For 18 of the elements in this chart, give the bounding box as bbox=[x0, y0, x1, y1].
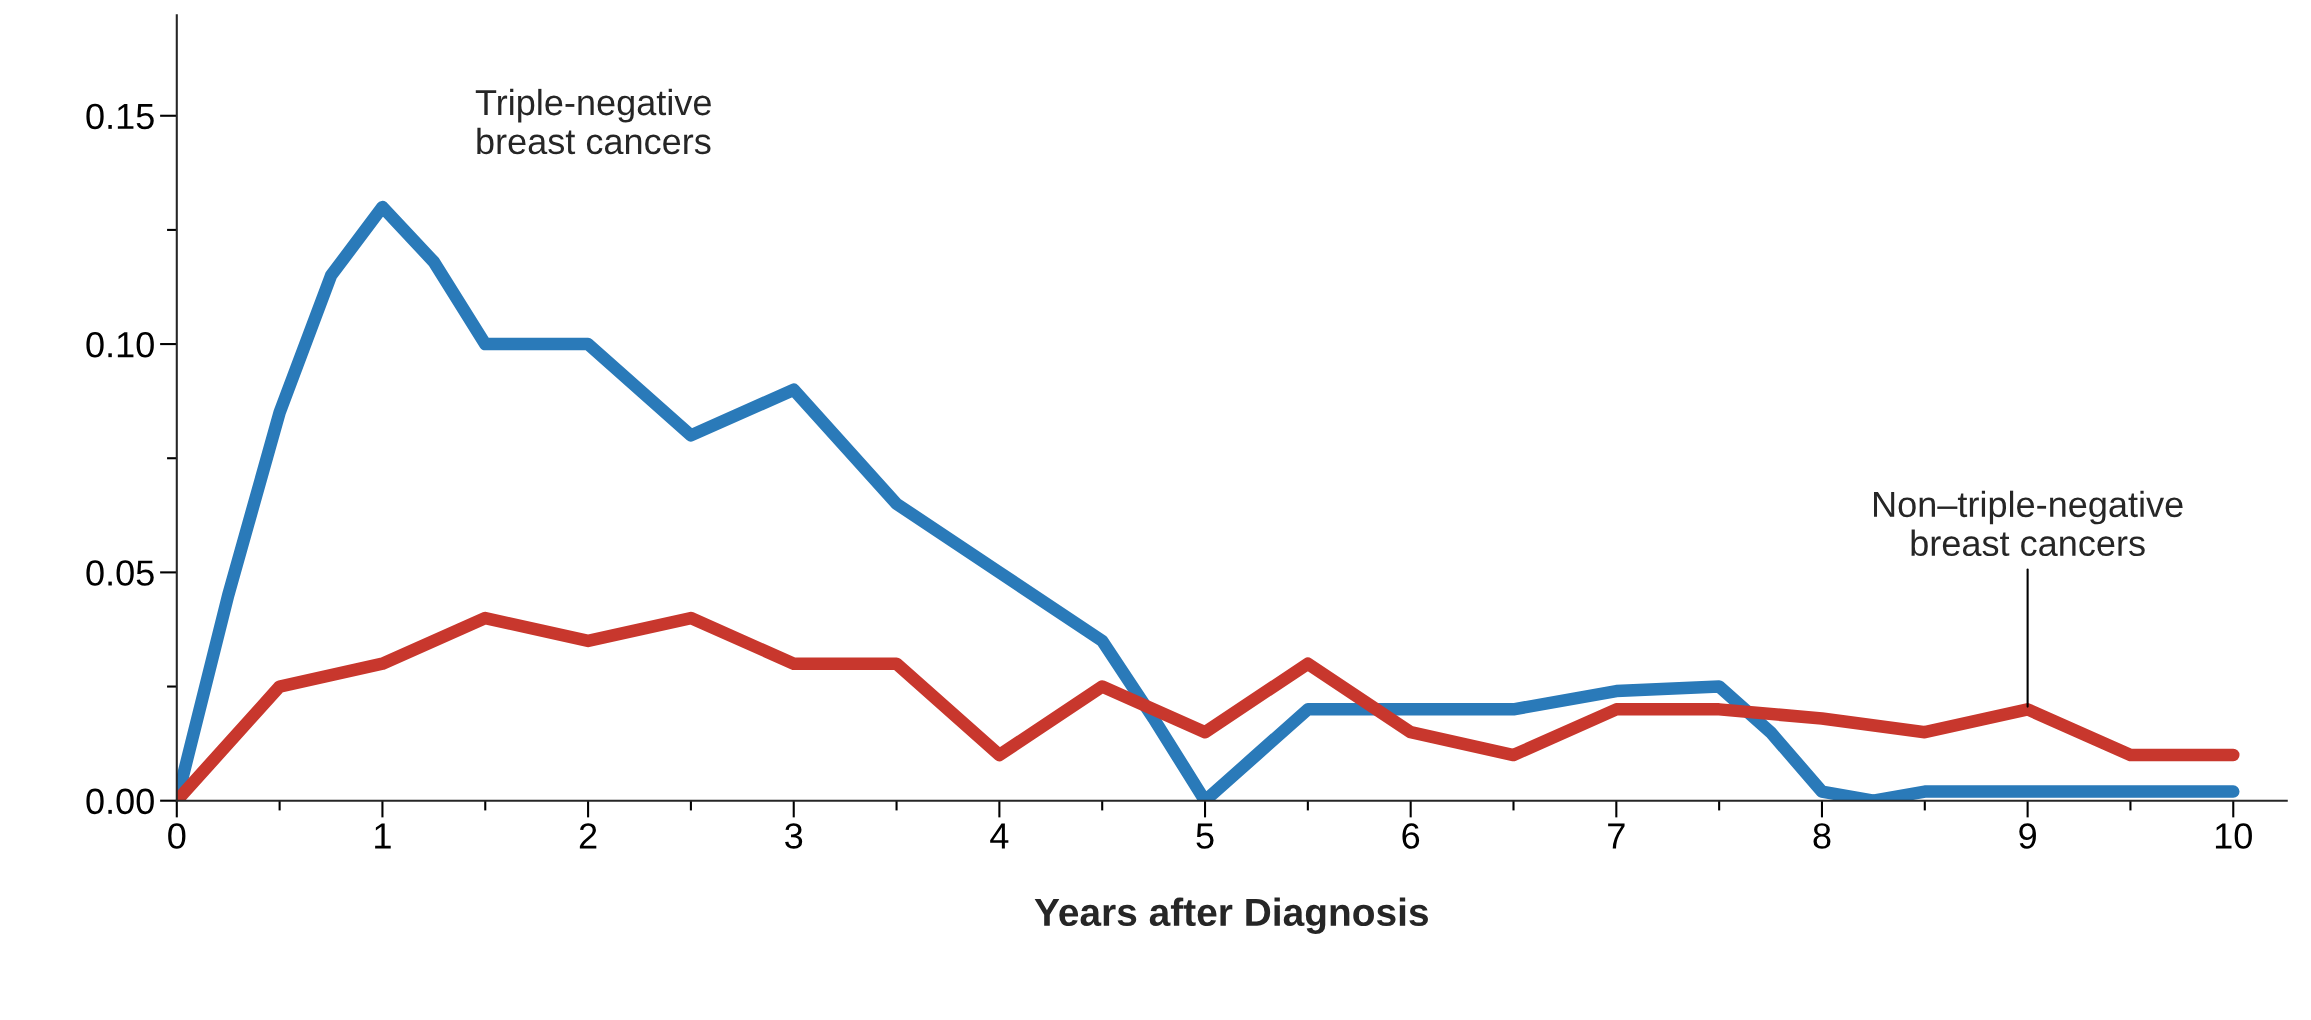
x-tick-label: 0 bbox=[168, 823, 186, 849]
annotation: Triple-negative breast cancers bbox=[475, 88, 711, 155]
x-tick-label: 1 bbox=[375, 823, 391, 849]
y-tick-label: 0.10 bbox=[86, 331, 154, 358]
x-tick-label: 9 bbox=[2019, 823, 2036, 849]
x-tick-label: 7 bbox=[1608, 823, 1625, 849]
x-tick-label: 8 bbox=[1813, 823, 1831, 849]
y-tick-label: 0.05 bbox=[86, 560, 154, 586]
x-tick-label: 5 bbox=[1196, 823, 1214, 849]
x-tick-label: 3 bbox=[785, 823, 803, 849]
x-axis-title: Years after Diagnosis bbox=[1034, 897, 1428, 934]
annotation: Non–triple-negative breast cancers bbox=[1874, 490, 2183, 557]
x-tick-label: 4 bbox=[990, 823, 1009, 849]
y-tick-label: 0.00 bbox=[86, 788, 154, 815]
x-tick-label: 6 bbox=[1402, 823, 1420, 849]
x-tick-label: 2 bbox=[579, 823, 597, 849]
x-tick-label: 10 bbox=[2215, 823, 2252, 849]
y-tick-label: 0.15 bbox=[86, 103, 154, 130]
